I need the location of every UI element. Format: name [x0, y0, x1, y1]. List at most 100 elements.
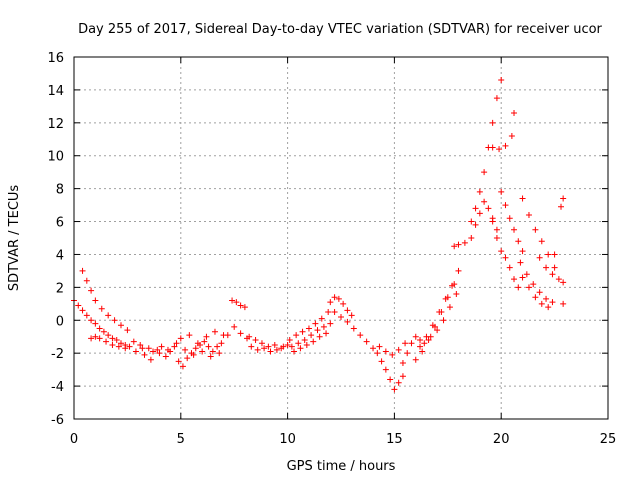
y-tick-label: 8 [56, 183, 64, 198]
data-point [344, 318, 351, 325]
data-point [248, 343, 255, 350]
data-point [147, 356, 154, 363]
data-point [476, 210, 483, 217]
data-point [536, 289, 543, 296]
data-point [502, 254, 509, 261]
data-point [310, 338, 317, 345]
data-point [472, 221, 479, 228]
data-point [139, 345, 146, 352]
data-point [323, 330, 330, 337]
data-point [344, 307, 351, 314]
data-point [363, 338, 370, 345]
data-series [177, 328, 227, 347]
data-point [417, 343, 424, 350]
data-point [498, 188, 505, 195]
x-axis-label: GPS time / hours [287, 459, 396, 474]
data-point [455, 267, 462, 274]
data-point [288, 343, 295, 350]
data-point [468, 218, 475, 225]
data-point [261, 345, 268, 352]
data-point [303, 341, 310, 348]
data-point [92, 320, 99, 327]
data-point [389, 351, 396, 358]
data-point [506, 215, 513, 222]
data-point [378, 358, 385, 365]
data-point [286, 337, 293, 344]
data-point [449, 282, 456, 289]
data-point [350, 325, 357, 332]
data-point [258, 340, 265, 347]
data-point [446, 304, 453, 311]
data-series [291, 330, 330, 355]
data-point [331, 309, 338, 316]
data-point [455, 241, 462, 248]
data-point [357, 332, 364, 339]
data-point [374, 350, 381, 357]
data-point [451, 243, 458, 250]
y-tick-label: -6 [51, 413, 64, 428]
data-series [519, 195, 558, 271]
data-point [280, 343, 287, 350]
data-point [105, 312, 112, 319]
data-point [508, 132, 515, 139]
data-point [412, 356, 419, 363]
data-point [158, 343, 165, 350]
data-series [224, 323, 251, 342]
data-point [558, 203, 565, 210]
data-point [103, 338, 110, 345]
data-point [98, 305, 105, 312]
y-tick-label: 16 [47, 51, 64, 66]
data-point [295, 340, 302, 347]
data-point [252, 337, 259, 344]
data-point [199, 348, 206, 355]
data-point [493, 235, 500, 241]
data-point [207, 353, 214, 360]
data-point [549, 271, 556, 278]
data-point [532, 294, 539, 301]
data-point [545, 251, 552, 258]
data-series [489, 218, 522, 291]
data-point [192, 345, 199, 352]
data-point [327, 320, 334, 327]
data-point [523, 271, 530, 278]
data-point [408, 340, 415, 347]
data-point [453, 290, 460, 297]
data-point [293, 332, 300, 339]
data-point [209, 348, 216, 355]
data-point [498, 77, 505, 84]
data-point [79, 267, 86, 274]
data-point [299, 328, 306, 335]
data-point [421, 340, 428, 347]
data-series [412, 281, 458, 363]
data-point [96, 335, 103, 342]
data-point [502, 142, 509, 149]
data-point [382, 348, 389, 355]
data-series [331, 309, 377, 352]
data-point [549, 299, 556, 306]
data-point [515, 238, 522, 245]
data-point [211, 328, 218, 335]
data-point [532, 226, 539, 233]
data-point [530, 281, 537, 288]
data-point [440, 317, 447, 324]
data-point [370, 345, 377, 352]
data-series [88, 333, 129, 352]
y-tick-label: -2 [51, 347, 64, 362]
data-point [171, 343, 178, 350]
data-point [184, 355, 191, 362]
data-point [412, 333, 419, 340]
data-point [481, 169, 488, 176]
data-point [461, 239, 468, 246]
data-point [348, 312, 355, 319]
data-point [233, 299, 240, 306]
data-point [109, 341, 116, 348]
x-tick-label: 25 [600, 432, 617, 447]
data-point [519, 248, 526, 255]
data-point [551, 264, 558, 271]
data-series [327, 294, 355, 319]
data-point [485, 205, 492, 212]
data-series [376, 340, 409, 358]
data-point [312, 320, 319, 327]
data-point [545, 304, 552, 311]
data-point [476, 188, 483, 195]
